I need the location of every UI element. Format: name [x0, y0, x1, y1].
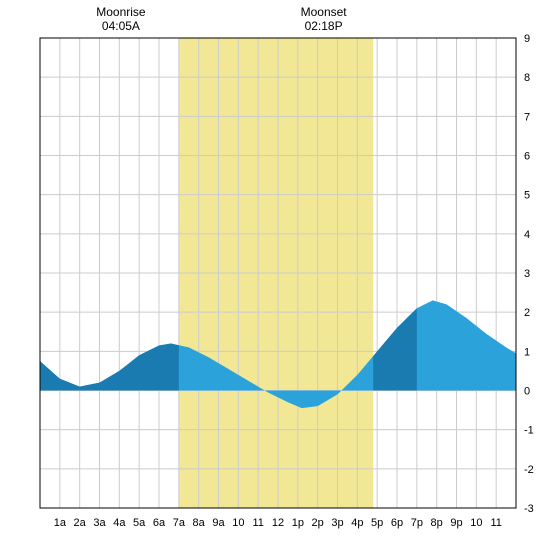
x-axis-label: 7p [411, 517, 423, 529]
x-axis-label: 10 [470, 517, 482, 529]
x-axis-label: 9a [212, 517, 225, 529]
y-axis-label: -3 [524, 503, 534, 515]
y-axis-label: 0 [524, 386, 530, 398]
x-axis-label: 11 [490, 517, 501, 529]
x-axis-label: 7a [173, 517, 186, 529]
x-axis-label: 9p [450, 517, 462, 529]
x-axis-label: 5a [133, 517, 146, 529]
x-axis-label: 12 [272, 517, 284, 529]
x-axis-label: 1p [292, 517, 304, 529]
y-axis-label: 5 [524, 190, 530, 202]
x-axis-label: 3a [93, 517, 106, 529]
chart-svg: -3-2-101234567891a2a3a4a5a6a7a8a9a101112… [0, 0, 550, 550]
y-axis-label: 7 [524, 111, 530, 123]
x-axis-label: 3p [331, 517, 343, 529]
x-axis-label: 4a [113, 517, 126, 529]
x-axis-label: 4p [351, 517, 363, 529]
y-axis-label: -1 [524, 425, 534, 437]
moonrise-value: 04:05A [102, 19, 140, 33]
y-axis-label: 3 [524, 268, 530, 280]
moonset-value: 02:18P [305, 19, 343, 33]
moonset-title: Moonset [301, 5, 348, 19]
moonrise-title: Moonrise [96, 5, 146, 19]
x-axis-label: 11 [252, 517, 263, 529]
y-axis-label: 4 [524, 229, 530, 241]
x-axis-label: 5p [371, 517, 383, 529]
y-axis-label: 2 [524, 307, 530, 319]
x-axis-label: 6a [153, 517, 166, 529]
tide-chart: -3-2-101234567891a2a3a4a5a6a7a8a9a101112… [0, 0, 550, 550]
x-axis-label: 2a [74, 517, 87, 529]
y-axis-label: 8 [524, 72, 530, 84]
x-axis-label: 10 [232, 517, 244, 529]
y-axis-label: 6 [524, 151, 530, 163]
y-axis-label: 1 [524, 346, 530, 358]
y-axis-label: -2 [524, 464, 534, 476]
x-axis-label: 6p [391, 517, 403, 529]
y-axis-label: 9 [524, 33, 530, 45]
x-axis-label: 1a [54, 517, 67, 529]
x-axis-label: 8p [431, 517, 443, 529]
x-axis-label: 2p [312, 517, 324, 529]
x-axis-label: 8a [193, 517, 206, 529]
